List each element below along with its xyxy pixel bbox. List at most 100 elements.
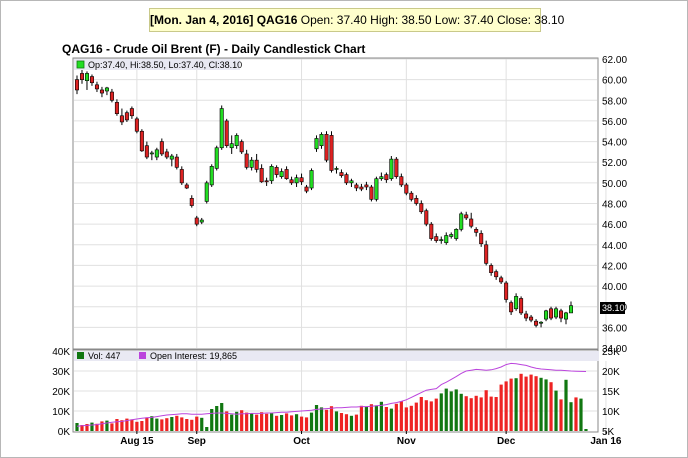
candle-body bbox=[469, 218, 474, 227]
volume-bar bbox=[250, 413, 254, 431]
candle-body bbox=[89, 76, 94, 84]
candle-body bbox=[189, 198, 194, 206]
candle bbox=[199, 217, 204, 225]
candle-body bbox=[214, 147, 219, 169]
candle bbox=[184, 182, 189, 190]
volume-bar bbox=[185, 419, 189, 431]
candle bbox=[304, 184, 309, 194]
candle bbox=[279, 168, 284, 179]
volume-bar bbox=[319, 407, 324, 431]
candle-body bbox=[224, 120, 229, 147]
candle-body bbox=[534, 320, 539, 326]
volume-bar bbox=[145, 417, 149, 431]
candle-body bbox=[75, 79, 80, 91]
quote-open: Open: 37.40 bbox=[300, 13, 367, 27]
volume-bar bbox=[344, 414, 349, 431]
candle bbox=[89, 74, 94, 86]
candle bbox=[119, 108, 124, 126]
volume-bar bbox=[334, 411, 339, 431]
volume-bar bbox=[339, 413, 344, 431]
candle-body bbox=[129, 108, 134, 117]
candle-body bbox=[514, 296, 519, 310]
candle-body bbox=[279, 171, 284, 177]
volume-bar bbox=[115, 419, 119, 431]
volume-bar bbox=[384, 407, 388, 431]
volume-bar bbox=[135, 421, 139, 431]
candle-body bbox=[354, 184, 359, 189]
candle bbox=[499, 275, 504, 285]
candle bbox=[539, 321, 544, 328]
candle bbox=[544, 309, 549, 322]
candle bbox=[379, 172, 384, 181]
candle bbox=[494, 269, 499, 280]
volume-bar bbox=[75, 423, 79, 431]
candle bbox=[159, 138, 164, 157]
candle bbox=[394, 157, 399, 179]
candle-body bbox=[484, 244, 489, 264]
volume-bar bbox=[245, 412, 249, 431]
candle bbox=[114, 99, 119, 116]
volume-bar bbox=[359, 405, 364, 431]
candle-body bbox=[229, 143, 234, 149]
candle bbox=[364, 181, 369, 191]
candle bbox=[129, 106, 134, 119]
volume-bar bbox=[270, 413, 274, 431]
candle bbox=[444, 232, 449, 245]
candle bbox=[469, 212, 474, 229]
volume-bar bbox=[260, 412, 264, 431]
candle-body bbox=[114, 102, 119, 115]
volume-bar bbox=[514, 378, 518, 431]
candle-body bbox=[539, 321, 544, 324]
candle-body bbox=[549, 308, 554, 319]
candle bbox=[354, 182, 359, 192]
volume-bar bbox=[464, 396, 468, 431]
candle bbox=[239, 139, 244, 154]
candle-body bbox=[204, 182, 209, 202]
volume-bar bbox=[544, 379, 548, 431]
candle bbox=[334, 166, 339, 174]
candle bbox=[434, 233, 439, 243]
candle-body bbox=[324, 134, 329, 161]
candle-body bbox=[289, 179, 294, 184]
candle bbox=[549, 306, 554, 321]
volume-bar bbox=[309, 412, 314, 431]
volume-bar bbox=[240, 410, 244, 431]
candle-body bbox=[174, 156, 179, 168]
volume-bar bbox=[190, 419, 194, 431]
candle bbox=[504, 280, 509, 303]
volume-legend-box bbox=[74, 351, 599, 361]
candle bbox=[564, 311, 569, 325]
candle bbox=[349, 178, 354, 187]
candle-body bbox=[564, 312, 569, 320]
candle-body bbox=[554, 308, 559, 318]
volume-bar bbox=[574, 397, 578, 431]
candle bbox=[474, 227, 479, 237]
oi-ytick-label: 20K bbox=[602, 367, 620, 378]
volume-bar bbox=[564, 379, 568, 431]
candle-body bbox=[464, 214, 469, 219]
volume-bar bbox=[225, 411, 229, 431]
volume-bar bbox=[235, 411, 239, 431]
candle-body bbox=[414, 198, 419, 204]
candle-body bbox=[529, 316, 534, 321]
candle-body bbox=[239, 141, 244, 153]
volume-bar bbox=[205, 427, 209, 431]
price-ytick-label: 48.00 bbox=[602, 200, 627, 211]
volume-bar bbox=[494, 397, 498, 431]
candle-body bbox=[284, 169, 289, 180]
candle-body bbox=[144, 145, 149, 158]
candle bbox=[139, 129, 144, 152]
xtick-label: Oct bbox=[293, 436, 310, 447]
volume-bar bbox=[449, 391, 453, 431]
volume-bar bbox=[444, 388, 448, 431]
quote-low: Low: 37.40 bbox=[434, 13, 494, 27]
vol-ytick-label: 20K bbox=[52, 387, 70, 398]
candle-body bbox=[264, 180, 269, 183]
candle-body bbox=[164, 151, 169, 158]
candle-body bbox=[509, 302, 514, 313]
candle bbox=[514, 293, 519, 311]
candle-body bbox=[169, 155, 174, 160]
candle-body bbox=[429, 223, 434, 239]
xtick-label: Aug 15 bbox=[120, 436, 154, 447]
candle-body bbox=[104, 87, 109, 92]
